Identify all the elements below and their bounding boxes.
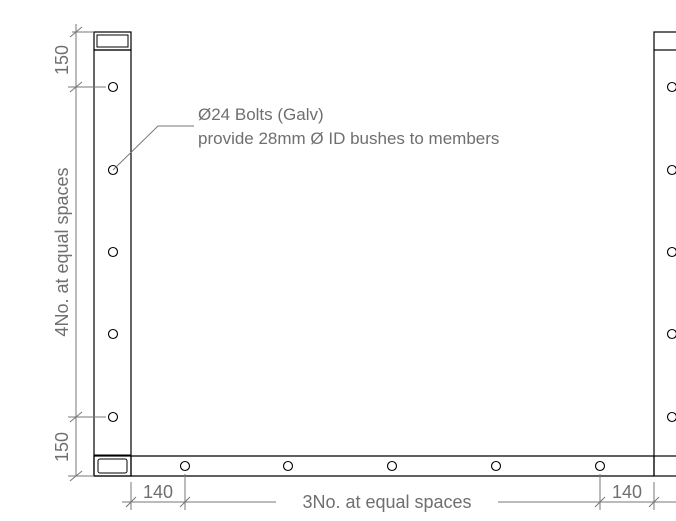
dim-left-140: 140 (143, 482, 173, 502)
bolt-note-line2: provide 28mm Ø ID bushes to members (198, 129, 499, 148)
bolt-hole (668, 248, 676, 257)
left-member-bolts (109, 83, 118, 422)
bolt-hole (109, 413, 118, 422)
dim-vertical-spacing: 4No. at equal spaces (52, 167, 72, 336)
dim-bottom-150: 150 (52, 432, 72, 462)
bolt-hole (388, 462, 397, 471)
vertical-dimension-chain (68, 24, 106, 481)
note-leader-line (113, 126, 194, 170)
dim-top-150: 150 (52, 45, 72, 75)
bolt-hole (492, 462, 501, 471)
dim-horizontal-spacing: 3No. at equal spaces (302, 492, 471, 512)
bolt-hole (109, 330, 118, 339)
bolt-hole (668, 83, 676, 92)
bolt-hole (668, 413, 676, 422)
right-member-bolts (668, 83, 676, 422)
bolt-hole (181, 462, 190, 471)
bolt-hole (596, 462, 605, 471)
bottom-member-bolts (181, 462, 605, 471)
bolt-note-line1: Ø24 Bolts (Galv) (198, 105, 324, 124)
bolt-hole (109, 248, 118, 257)
bolt-hole (668, 166, 676, 175)
bolt-hole (109, 83, 118, 92)
dim-right-140: 140 (612, 482, 642, 502)
bolt-hole (668, 330, 676, 339)
bolt-hole (284, 462, 293, 471)
